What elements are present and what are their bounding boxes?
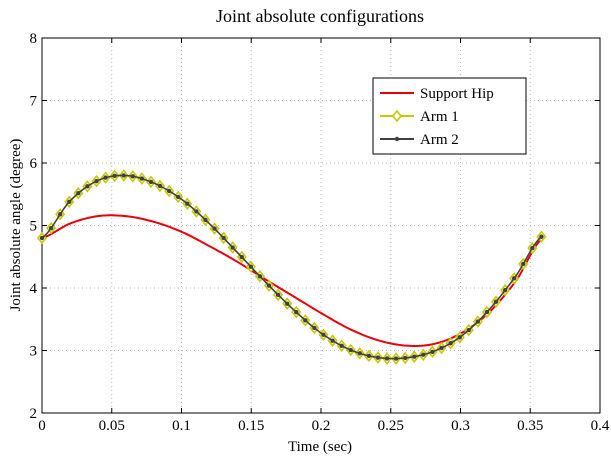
marker-arm-2 bbox=[148, 179, 154, 185]
x-tick-label: 0 bbox=[38, 418, 46, 434]
series-line-arm-2 bbox=[41, 174, 542, 360]
marker-arm-2 bbox=[239, 254, 244, 260]
marker-arm-2 bbox=[203, 217, 208, 223]
legend-marker-arm-1 bbox=[391, 109, 403, 123]
marker-arm-2 bbox=[375, 355, 381, 360]
x-tick-label: 0.35 bbox=[517, 418, 543, 434]
marker-arm-2 bbox=[412, 354, 417, 359]
marker-arm-2 bbox=[76, 191, 81, 196]
legend-label-arm-2: Arm 2 bbox=[420, 132, 459, 148]
y-axis-title: Joint absolute angle (degree) bbox=[8, 139, 24, 312]
marker-arm-2 bbox=[330, 338, 335, 343]
marker-arm-2 bbox=[403, 355, 408, 361]
y-tick-label: 2 bbox=[30, 406, 38, 422]
legend-label-arm-1: Arm 1 bbox=[420, 109, 459, 125]
marker-arm-2 bbox=[185, 201, 190, 206]
x-tick-label: 0.05 bbox=[99, 418, 125, 434]
marker-arm-2 bbox=[48, 225, 54, 231]
marker-arm-2 bbox=[103, 175, 108, 180]
x-tick-label: 0.15 bbox=[238, 418, 264, 434]
x-tick-label: 0.1 bbox=[172, 418, 191, 434]
marker-arm-2 bbox=[275, 292, 281, 297]
legend-label-support-hip: Support Hip bbox=[420, 86, 494, 102]
marker-arm-2 bbox=[493, 299, 499, 304]
marker-arm-2 bbox=[421, 352, 426, 357]
marker-arm-2 bbox=[539, 234, 544, 239]
marker-arm-2 bbox=[112, 173, 117, 179]
x-tick-label: 0.2 bbox=[312, 418, 331, 434]
y-tick-label: 6 bbox=[30, 156, 38, 172]
marker-arm-2 bbox=[166, 188, 172, 194]
marker-arm-2 bbox=[266, 283, 272, 288]
marker-arm-2 bbox=[312, 325, 317, 331]
marker-arm-2 bbox=[39, 235, 45, 241]
marker-arm-2 bbox=[221, 235, 226, 241]
y-tick-label: 5 bbox=[30, 219, 38, 235]
marker-arm-2 bbox=[484, 309, 490, 315]
marker-arm-2 bbox=[466, 327, 471, 333]
marker-arm-2 bbox=[457, 335, 462, 340]
marker-arm-2 bbox=[321, 332, 326, 337]
marker-arm-2 bbox=[448, 341, 453, 346]
marker-arm-2 bbox=[357, 351, 363, 356]
marker-arm-2 bbox=[366, 353, 372, 359]
marker-arm-2 bbox=[212, 226, 217, 231]
marker-arm-2 bbox=[85, 184, 90, 189]
marker-arm-2 bbox=[348, 347, 353, 353]
y-tick-label: 8 bbox=[30, 31, 38, 47]
marker-arm-2 bbox=[511, 276, 517, 281]
axis-ticks: 0 0.05 0.1 0.15 0.2 0.25 0.3 0.35 0.4 2 3 4 5 6 7 8 bbox=[30, 31, 610, 434]
legend-marker-arm-2 bbox=[394, 136, 400, 142]
marker-arm-2 bbox=[475, 319, 481, 324]
marker-arm-2 bbox=[194, 209, 199, 214]
y-tick-label: 4 bbox=[30, 281, 38, 297]
marker-arm-2 bbox=[439, 345, 444, 351]
marker-arm-2 bbox=[303, 318, 308, 323]
marker-arm-2 bbox=[521, 261, 526, 267]
marker-arm-2 bbox=[257, 274, 263, 279]
x-tick-label: 0.25 bbox=[378, 418, 404, 434]
x-tick-label: 0.3 bbox=[451, 418, 470, 434]
marker-arm-2 bbox=[157, 183, 163, 189]
chart-title: Joint absolute configurations bbox=[216, 6, 424, 26]
marker-arm-2 bbox=[121, 173, 126, 178]
y-tick-label: 3 bbox=[30, 344, 38, 360]
marker-arm-2 bbox=[502, 288, 508, 293]
marker-arm-2 bbox=[139, 176, 145, 181]
marker-arm-2 bbox=[339, 343, 344, 348]
x-tick-label: 0.4 bbox=[591, 418, 610, 434]
marker-arm-2 bbox=[284, 301, 290, 306]
marker-arm-2 bbox=[294, 309, 299, 315]
marker-arm-2 bbox=[176, 194, 181, 200]
marker-arm-2 bbox=[94, 178, 99, 184]
marker-arm-2 bbox=[430, 349, 435, 355]
marker-arm-2 bbox=[67, 199, 72, 205]
x-axis-title: Time (sec) bbox=[288, 439, 352, 455]
legend: Support Hip Arm 1 Arm 2 bbox=[372, 77, 527, 155]
series-line-support-hip bbox=[41, 214, 543, 347]
y-tick-label: 7 bbox=[30, 94, 38, 110]
marker-arm-2 bbox=[384, 356, 390, 361]
marker-arm-2 bbox=[57, 212, 63, 217]
marker-arm-2 bbox=[230, 245, 235, 250]
marker-arm-2 bbox=[248, 264, 254, 269]
marker-arm-2 bbox=[530, 245, 535, 251]
marker-arm-2 bbox=[393, 356, 399, 361]
series-layer bbox=[36, 169, 547, 365]
marker-arm-2 bbox=[130, 174, 136, 179]
